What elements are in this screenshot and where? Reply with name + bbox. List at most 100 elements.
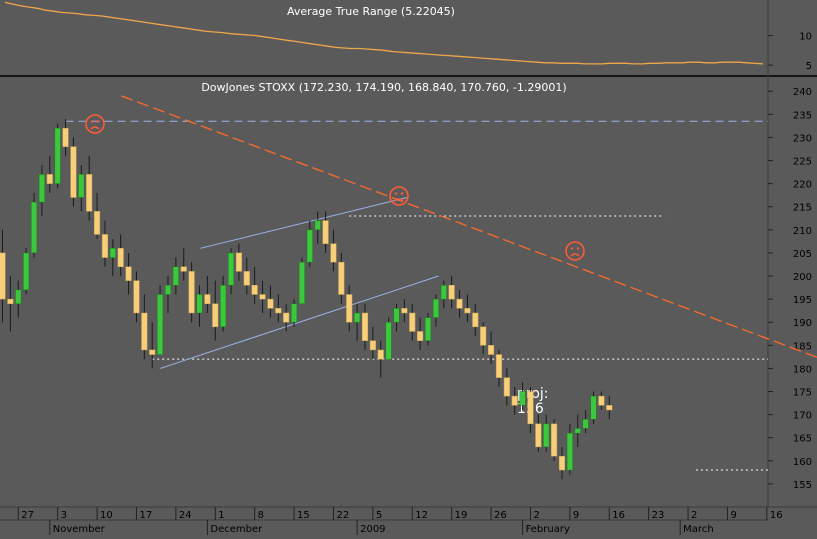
candle-bullish <box>574 414 581 447</box>
candle-body <box>235 252 242 272</box>
price-y-tick-label: 175 <box>793 388 812 399</box>
x-tick-label: 12 <box>415 510 428 521</box>
candle-body <box>566 432 573 471</box>
candle-body <box>62 127 69 147</box>
x-tick-label: 15 <box>297 510 310 521</box>
candle-bearish <box>409 303 416 341</box>
candle-bearish <box>101 220 108 267</box>
candle-bearish <box>346 285 353 332</box>
atr-y-tick-label: 5 <box>806 61 812 72</box>
candle-bullish <box>157 285 164 355</box>
candle-body <box>149 349 156 355</box>
candle-body <box>558 455 566 471</box>
x-tick-label: 8 <box>258 510 264 521</box>
candle-body <box>535 423 542 448</box>
candle-bearish <box>212 280 219 341</box>
candle-body <box>172 266 179 286</box>
price-y-tick-label: 165 <box>793 434 812 445</box>
candle-body <box>212 303 219 328</box>
frown-face <box>565 241 585 261</box>
candle-bearish <box>267 285 274 318</box>
candle-body <box>157 294 164 355</box>
candle-bullish <box>432 294 439 327</box>
candle-body <box>164 285 172 295</box>
frown-mouth <box>394 198 404 202</box>
candle-body <box>527 391 534 425</box>
price-y-tick-label: 195 <box>793 295 812 306</box>
candle-body <box>574 428 581 434</box>
candle-bearish <box>488 331 495 364</box>
candle-bearish <box>204 276 211 313</box>
candle-bullish <box>15 280 22 318</box>
price-y-tick-label: 200 <box>793 272 812 283</box>
candle-bullish <box>306 220 313 267</box>
candle-bullish <box>78 165 85 212</box>
candle-body <box>322 220 329 244</box>
candle-bearish <box>527 386 534 434</box>
candle-bullish <box>38 165 45 216</box>
candle-bearish <box>606 396 613 420</box>
candle-body <box>291 303 298 323</box>
candle-body <box>196 294 203 314</box>
candle-body <box>46 174 53 184</box>
price-y-tick-label: 170 <box>793 411 812 422</box>
x-tick-label: 2 <box>533 510 539 521</box>
candle-bullish <box>440 280 447 309</box>
candle-bearish <box>46 155 53 193</box>
candle-bearish <box>338 252 345 304</box>
candle-body <box>101 234 108 258</box>
candle-bullish <box>393 303 400 332</box>
candle-bearish <box>125 252 132 295</box>
candle-bearish <box>361 303 369 350</box>
candle-body <box>354 312 361 323</box>
candle-bullish <box>519 382 526 410</box>
candle-bearish <box>188 262 195 323</box>
price-panel-title: DowJones STOXX (172.230, 174.190, 168.84… <box>201 81 566 94</box>
price-y-tick-label: 235 <box>793 110 812 121</box>
candle-bearish <box>456 289 463 318</box>
candle-bearish <box>551 419 558 461</box>
candle-body <box>448 285 455 300</box>
price-y-tick-label: 190 <box>793 318 812 329</box>
candle-bearish <box>133 271 140 323</box>
candle-body <box>338 261 345 295</box>
candle-bullish <box>566 423 573 475</box>
candle-body <box>480 326 487 346</box>
candle-bearish <box>251 266 258 304</box>
candle-bearish <box>535 414 542 452</box>
candle-bearish <box>70 137 77 207</box>
candle-bearish <box>117 234 124 277</box>
price-y-tick-label: 185 <box>793 341 812 352</box>
atr-series-line <box>4 1 764 65</box>
candle-bearish <box>377 340 384 378</box>
candle-body <box>259 294 266 300</box>
candle-body <box>401 308 408 314</box>
candle-body <box>251 285 258 295</box>
candle-bearish <box>7 276 14 332</box>
candle-body <box>551 423 558 457</box>
candle-body <box>511 395 518 406</box>
candle-body <box>204 294 211 304</box>
candle-body <box>7 298 14 304</box>
candle-body <box>86 174 93 212</box>
candle-bearish <box>598 391 605 410</box>
candle-body <box>117 248 124 268</box>
candle-bullish <box>164 276 172 313</box>
atr-panel-title: Average True Range (5.22045) <box>287 5 455 18</box>
candle-bullish <box>23 248 30 295</box>
candle-body <box>417 331 424 341</box>
frown-marker <box>389 186 409 206</box>
candle-body <box>590 395 597 420</box>
candle-bearish <box>511 386 518 415</box>
candle-body <box>488 345 495 355</box>
month-label: November <box>53 524 106 535</box>
candle-body <box>369 340 376 351</box>
atr-y-tick-label: 10 <box>799 32 812 43</box>
channel-upper-line <box>200 197 408 249</box>
candle-bullish <box>196 285 203 327</box>
frown-eye <box>400 192 404 195</box>
candle-bullish <box>314 211 321 244</box>
x-tick-label: 22 <box>336 510 349 521</box>
